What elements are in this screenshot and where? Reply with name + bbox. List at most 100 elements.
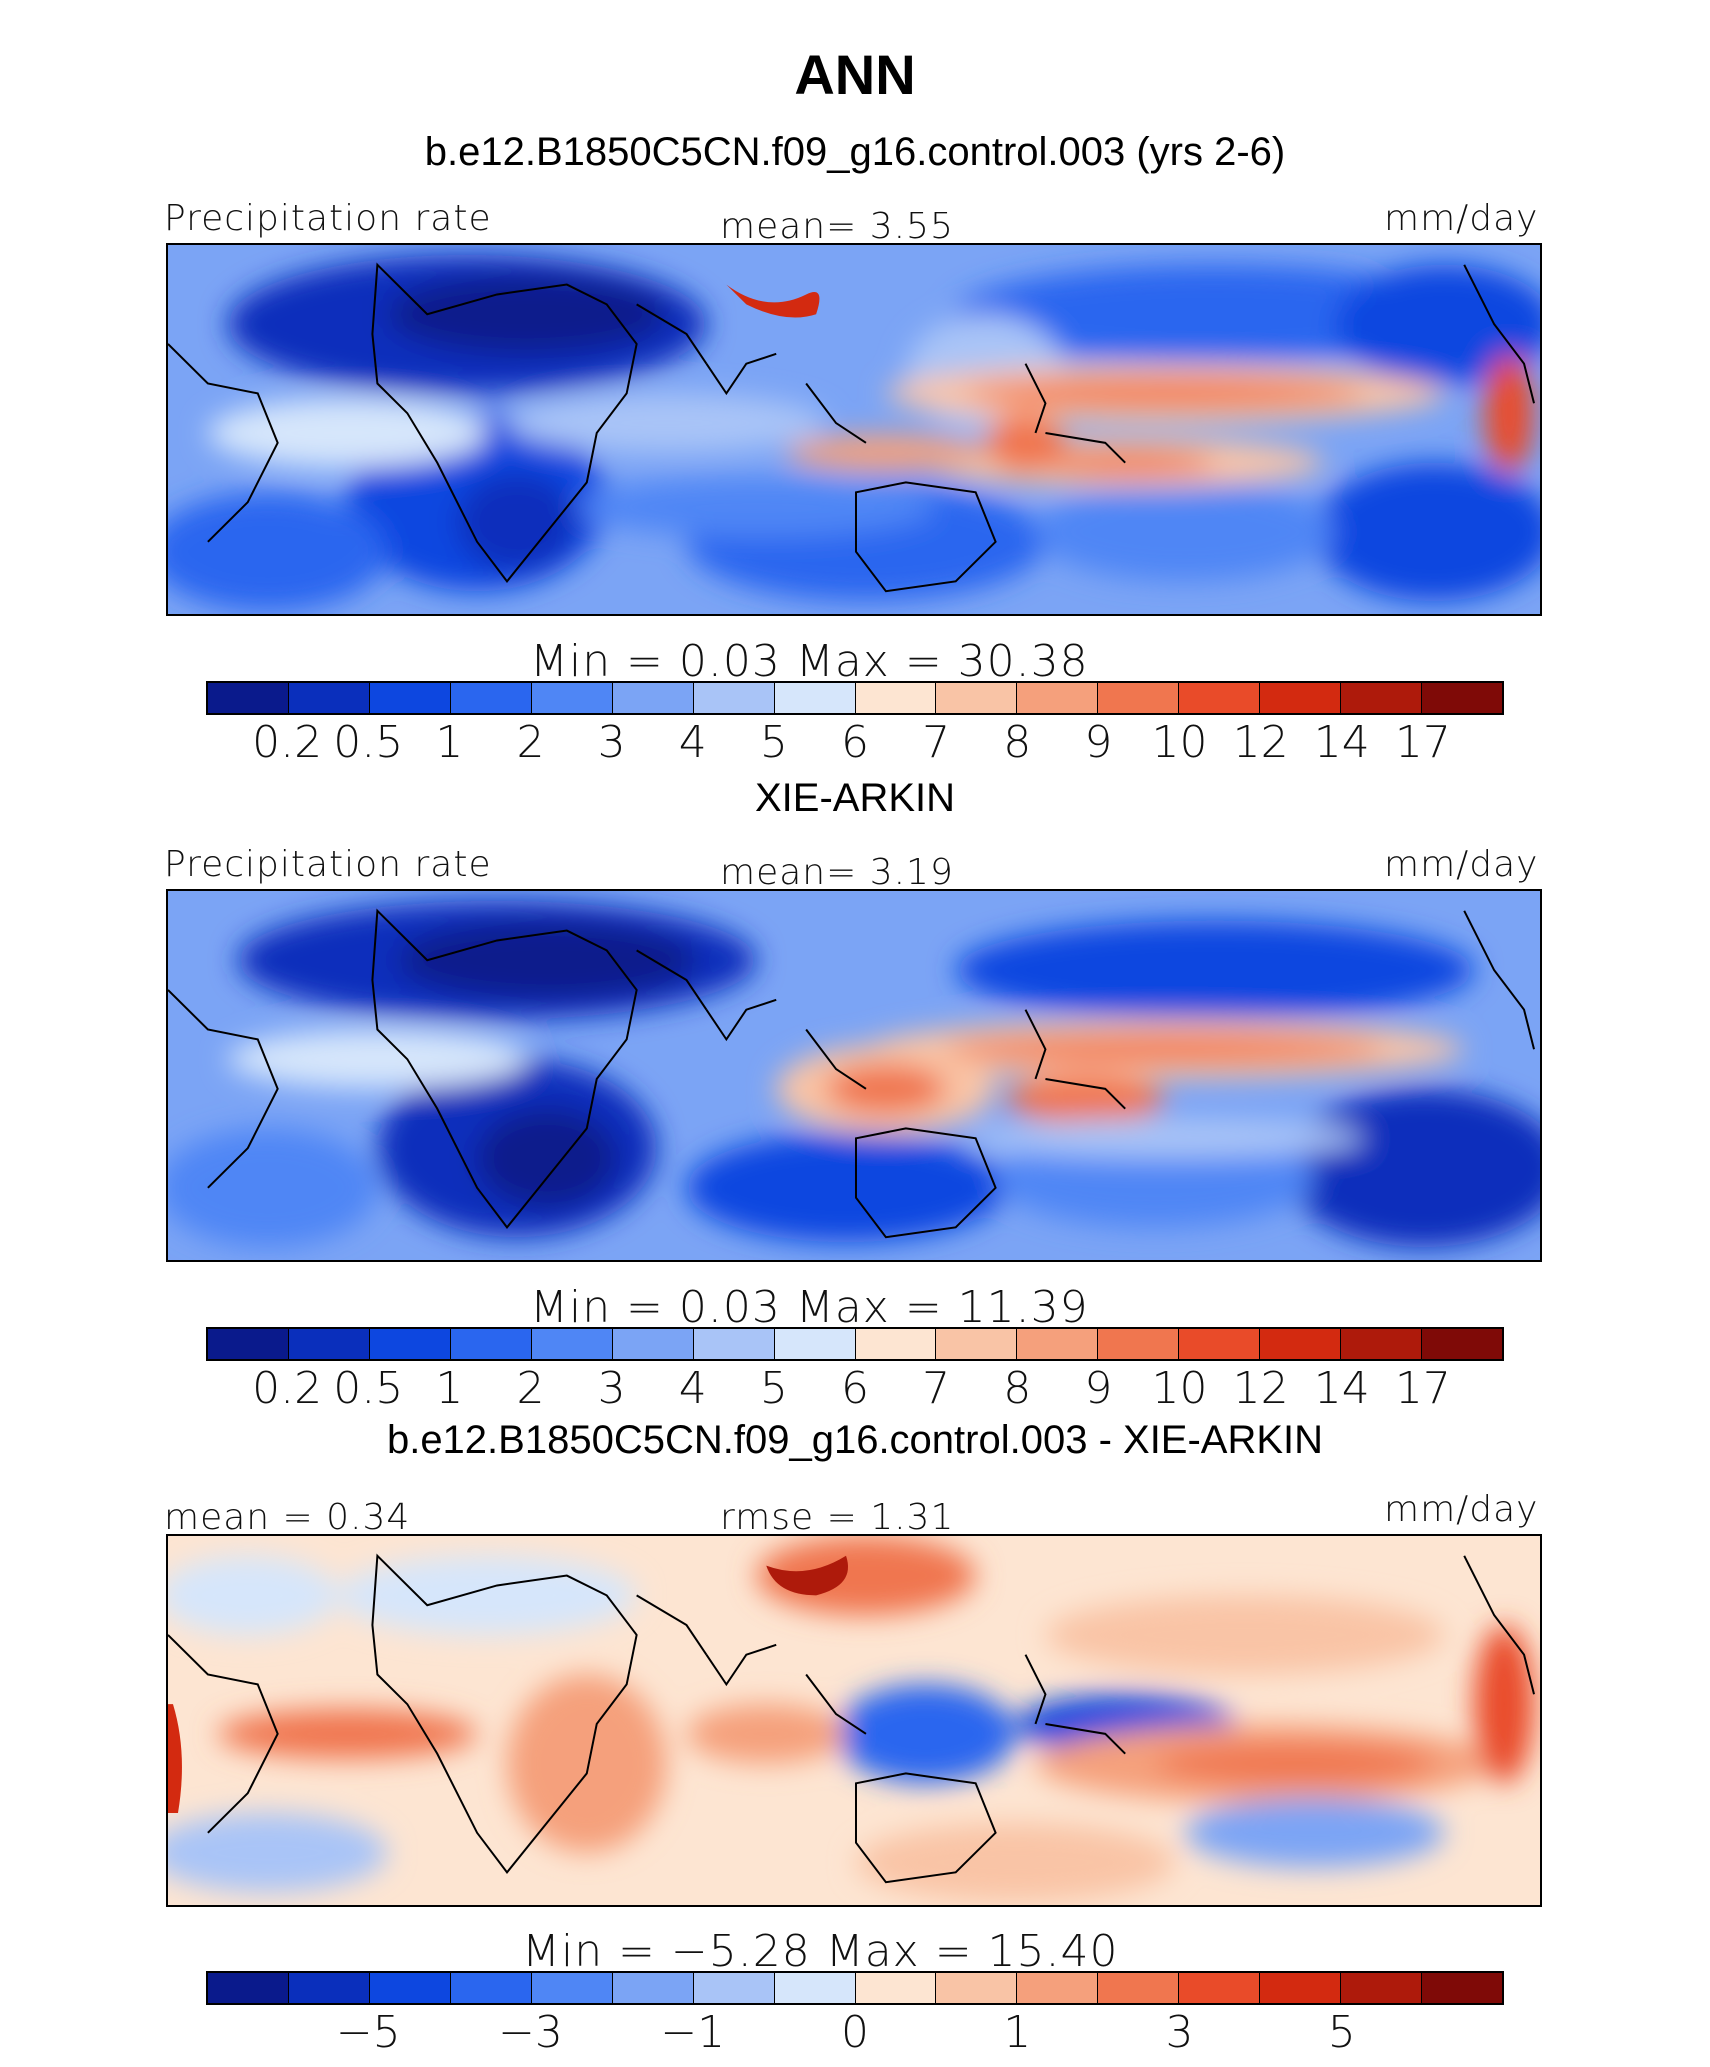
colorbar-box: [208, 1973, 289, 2003]
colorbar-box: [1260, 1329, 1342, 1359]
colorbar-box: [693, 1973, 775, 2003]
colorbar-box: [1341, 683, 1423, 713]
colorbar-tick-label: 6: [841, 717, 869, 768]
colorbar-box: [936, 1329, 1018, 1359]
colorbar-box: [774, 1973, 856, 2003]
colorbar-tick-label: 0.2: [252, 1363, 323, 1414]
colorbar-tick-label: −3: [498, 2007, 563, 2058]
colorbar-tick-label: 8: [1003, 717, 1032, 768]
colorbar-box: [531, 1329, 613, 1359]
colorbar-tick-label: 5: [759, 717, 788, 768]
diff-rmse-label: rmse = 1.31: [720, 1497, 955, 1538]
colorbar-box: [1179, 1329, 1261, 1359]
model-precip-map: [166, 243, 1542, 616]
diff-mean-label: mean = 0.34: [164, 1497, 411, 1538]
colorbar-box: [288, 1329, 370, 1359]
colorbar-box: [288, 1973, 370, 2003]
colorbar-box: [612, 1329, 694, 1359]
colorbar-box: [855, 1329, 937, 1359]
colorbar-box: [936, 683, 1018, 713]
figure-title: ANN: [794, 43, 916, 106]
model-units-label: mm/day: [1384, 198, 1539, 239]
colorbar-box: [612, 1973, 694, 2003]
colorbar-tick-label: 1: [435, 1363, 464, 1414]
colorbar-tick-label: 8: [1003, 1363, 1032, 1414]
colorbar-box: [208, 1329, 289, 1359]
colorbar-tick-label: 3: [597, 717, 626, 768]
colorbar-box: [450, 1973, 532, 2003]
colorbar-tick-label: 14: [1313, 717, 1370, 768]
colorbar-tick-label: 2: [516, 717, 545, 768]
model-minmax-label: Min = 0.03 Max = 30.38: [530, 636, 1089, 687]
obs-panel-title: XIE-ARKIN: [754, 776, 956, 820]
colorbar-box: [1179, 1973, 1261, 2003]
colorbar-box: [693, 1329, 775, 1359]
colorbar-tick-label: 0.2: [252, 717, 323, 768]
colorbar-box: [1422, 1973, 1502, 2003]
colorbar-box: [369, 683, 451, 713]
obs-mean-label: mean= 3.19: [720, 852, 954, 893]
model-variable-label: Precipitation rate: [164, 198, 492, 239]
colorbar-box: [612, 683, 694, 713]
colorbar-tick-label: 5: [1327, 2007, 1356, 2058]
colorbar-box: [1098, 683, 1180, 713]
diff-precip-map: [166, 1534, 1542, 1907]
colorbar-box: [936, 1973, 1018, 2003]
colorbar-tick-label: 5: [759, 1363, 788, 1414]
colorbar-box: [1017, 1973, 1099, 2003]
colorbar-box: [369, 1329, 451, 1359]
colorbar-box: [450, 683, 532, 713]
colorbar-tick-label: 14: [1313, 1363, 1370, 1414]
colorbar-box: [450, 1329, 532, 1359]
obs-minmax-label: Min = 0.03 Max = 11.39: [530, 1282, 1089, 1333]
colorbar-box: [1098, 1329, 1180, 1359]
obs-units-label: mm/day: [1384, 844, 1539, 885]
diff-minmax-label: Min = −5.28 Max = 15.40: [522, 1926, 1119, 1977]
colorbar-box: [1017, 683, 1099, 713]
colorbar-box: [855, 683, 937, 713]
obs-variable-label: Precipitation rate: [164, 844, 492, 885]
colorbar-box: [369, 1973, 451, 2003]
colorbar-tick-label: 3: [597, 1363, 626, 1414]
colorbar-tick-label: 17: [1394, 1363, 1451, 1414]
colorbar-box: [1422, 683, 1502, 713]
diff-colorbar: [206, 1971, 1504, 2005]
colorbar-tick-label: 7: [922, 717, 951, 768]
colorbar-tick-label: 6: [841, 1363, 869, 1414]
colorbar-box: [1422, 1329, 1502, 1359]
colorbar-tick-label: 1: [1003, 2007, 1032, 2058]
colorbar-tick-label: 2: [516, 1363, 545, 1414]
colorbar-box: [531, 1973, 613, 2003]
colorbar-tick-label: 0: [841, 2007, 869, 2058]
colorbar-tick-label: 10: [1151, 1363, 1208, 1414]
colorbar-box: [1098, 1973, 1180, 2003]
colorbar-tick-label: 10: [1151, 717, 1208, 768]
colorbar-box: [208, 683, 289, 713]
colorbar-tick-label: 3: [1165, 2007, 1194, 2058]
model-colorbar: [206, 681, 1504, 715]
model-mean-label: mean= 3.55: [720, 206, 954, 247]
colorbar-box: [774, 683, 856, 713]
colorbar-tick-label: 12: [1232, 1363, 1289, 1414]
colorbar-tick-label: −1: [660, 2007, 726, 2058]
colorbar-box: [288, 683, 370, 713]
colorbar-tick-label: 9: [1084, 1363, 1113, 1414]
colorbar-tick-label: 4: [678, 717, 707, 768]
colorbar-box: [774, 1329, 856, 1359]
model-panel-title: b.e12.B1850C5CN.f09_g16.control.003 (yrs…: [424, 130, 1286, 174]
colorbar-box: [1341, 1973, 1423, 2003]
colorbar-tick-label: 7: [922, 1363, 951, 1414]
colorbar-tick-label: −5: [335, 2007, 401, 2058]
colorbar-box: [1017, 1329, 1099, 1359]
diff-units-label: mm/day: [1384, 1489, 1539, 1530]
colorbar-box: [1341, 1329, 1423, 1359]
colorbar-box: [531, 683, 613, 713]
colorbar-box: [1179, 683, 1261, 713]
colorbar-tick-label: 12: [1232, 717, 1289, 768]
colorbar-tick-label: 4: [678, 1363, 707, 1414]
colorbar-tick-label: 0.5: [333, 717, 404, 768]
obs-colorbar: [206, 1327, 1504, 1361]
colorbar-box: [693, 683, 775, 713]
obs-precip-map: [166, 889, 1542, 1262]
diff-panel-title: b.e12.B1850C5CN.f09_g16.control.003 - XI…: [386, 1418, 1324, 1462]
